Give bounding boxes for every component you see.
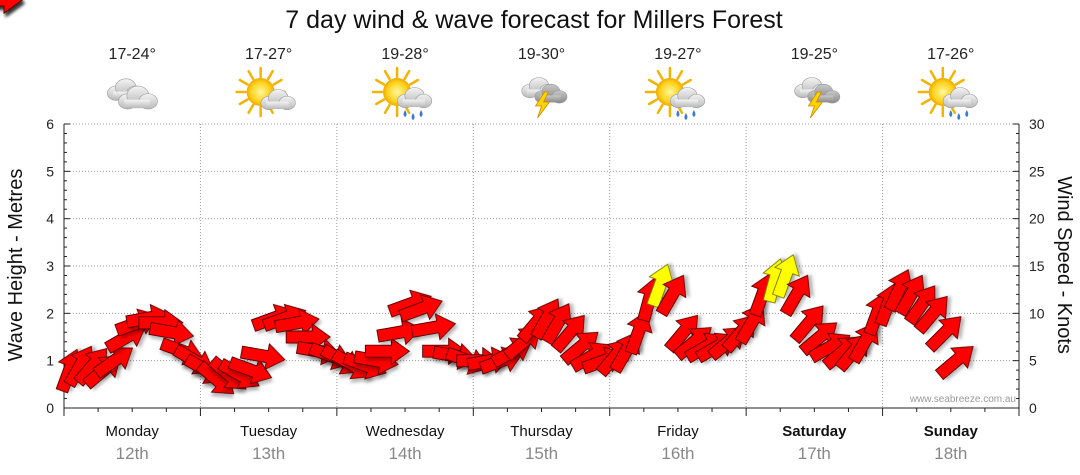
wind-arrow-shape [0, 0, 23, 14]
wind-arrow [624, 310, 653, 356]
wind-arrows [0, 0, 974, 395]
wind-arrow-shape [376, 317, 423, 346]
wind-arrow [239, 342, 286, 371]
showers-icon [644, 66, 705, 120]
wind-arrow [771, 254, 800, 299]
date-label-monday: 12th [116, 444, 149, 463]
y-right-tick-label: 0 [1029, 400, 1037, 416]
y-left-tick-label: 5 [46, 163, 54, 179]
temp-sunday: 17-26° [927, 46, 974, 63]
wind-arrow-shape [410, 313, 457, 341]
y-right-tick-label: 10 [1029, 305, 1045, 321]
credit-text: www.seabreeze.com.au [909, 394, 1016, 405]
day-label-friday: Friday [657, 423, 699, 440]
wind-arrow-shape [924, 316, 962, 353]
day-label-tuesday: Tuesday [240, 423, 297, 440]
date-label-sunday: 18th [934, 444, 967, 463]
temp-monday: 17-24° [109, 46, 156, 63]
temp-friday: 19-27° [654, 46, 701, 63]
y-right-tick-label: 15 [1029, 258, 1045, 274]
day-label-monday: Monday [106, 423, 160, 440]
lightning-shape [534, 91, 551, 119]
y-left-tick-label: 2 [46, 305, 54, 321]
wind-arrow-shape [934, 346, 974, 381]
date-label-tuesday: 13th [252, 444, 285, 463]
storm-icon [521, 77, 568, 119]
day-label-thursday: Thursday [510, 423, 573, 440]
date-label-wednesday: 14th [389, 444, 422, 463]
partly-cloudy-icon [235, 66, 296, 118]
wind-arrow [655, 274, 687, 318]
y-left-tick-label: 1 [46, 353, 54, 369]
rain-drop [403, 110, 407, 117]
showers-icon [371, 66, 433, 120]
day-label-saturday: Saturday [782, 423, 847, 440]
cloud-shape [260, 89, 296, 111]
wind-arrow-shape [398, 294, 443, 323]
wind-arrow-shape [913, 295, 948, 335]
storm-icon [794, 77, 841, 119]
y-right-tick-label: 5 [1029, 353, 1037, 369]
wind-arrow [924, 316, 962, 353]
rain-drop [957, 113, 961, 120]
y-left-tick-label: 3 [46, 258, 54, 274]
x-axis-labels: Monday 12th Tuesday 13th Wednesday 14th Thursd… [106, 423, 979, 463]
weather-row: 17-24° 17-27° 19-28° 19-30° 19-27° 19-25° 17-2… [107, 46, 978, 120]
cloud-shape [942, 87, 978, 109]
rain-drop [419, 110, 423, 117]
rain-drop [949, 110, 953, 117]
y-left-tick-label: 4 [46, 211, 54, 227]
wind-arrow [376, 317, 423, 346]
wind-arrow-shape [771, 254, 800, 299]
y-left-tick-label: 0 [46, 400, 54, 416]
date-label-friday: 16th [661, 444, 694, 463]
cloudy-icon [107, 78, 158, 110]
temp-saturday: 19-25° [791, 46, 838, 63]
wind-arrow [398, 294, 443, 323]
rain-drop [692, 110, 696, 117]
y-axis-right-label: Wind Speed - Knots [1053, 176, 1075, 354]
y-right-tick-label: 20 [1029, 211, 1045, 227]
cloud-shape [397, 87, 433, 109]
temp-tuesday: 17-27° [245, 46, 292, 63]
temp-thursday: 19-30° [518, 46, 565, 63]
date-label-saturday: 17th [798, 444, 831, 463]
day-label-wednesday: Wednesday [366, 423, 445, 440]
cloud-shape [118, 85, 158, 110]
y-right-tick-label: 25 [1029, 163, 1045, 179]
wind-arrow [410, 313, 457, 341]
wind-arrow-shape [624, 310, 653, 356]
showers-icon [917, 66, 978, 120]
y-right-tick-label: 30 [1029, 116, 1045, 132]
wind-arrow [0, 0, 23, 14]
wind-arrow-shape [655, 274, 687, 318]
day-label-sunday: Sunday [924, 423, 979, 440]
rain-drop [684, 113, 688, 120]
rain-drop [676, 110, 680, 117]
y-axis-left-label: Wave Height - Metres [5, 169, 27, 362]
axes: 0 1 2 3 4 5 6 0 5 10 15 20 25 30 [46, 116, 1045, 416]
wind-arrow [913, 295, 948, 335]
y-left-tick-label: 6 [46, 116, 54, 132]
date-label-thursday: 15th [525, 444, 558, 463]
wind-arrow [779, 274, 811, 318]
rain-drop [965, 110, 969, 117]
sun-shape [371, 66, 423, 118]
rain-drop [411, 113, 415, 120]
wind-arrow [934, 346, 974, 381]
temp-wednesday: 19-28° [381, 46, 428, 63]
cloud-shape [669, 87, 705, 109]
wind-arrow-shape [239, 342, 286, 371]
wind-arrow-shape [779, 274, 811, 318]
lightning-shape [807, 91, 824, 119]
chart-title: 7 day wind & wave forecast for Millers F… [285, 6, 782, 34]
